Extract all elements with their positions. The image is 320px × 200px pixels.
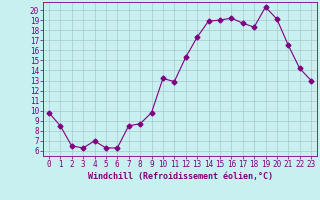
X-axis label: Windchill (Refroidissement éolien,°C): Windchill (Refroidissement éolien,°C) (87, 172, 273, 181)
